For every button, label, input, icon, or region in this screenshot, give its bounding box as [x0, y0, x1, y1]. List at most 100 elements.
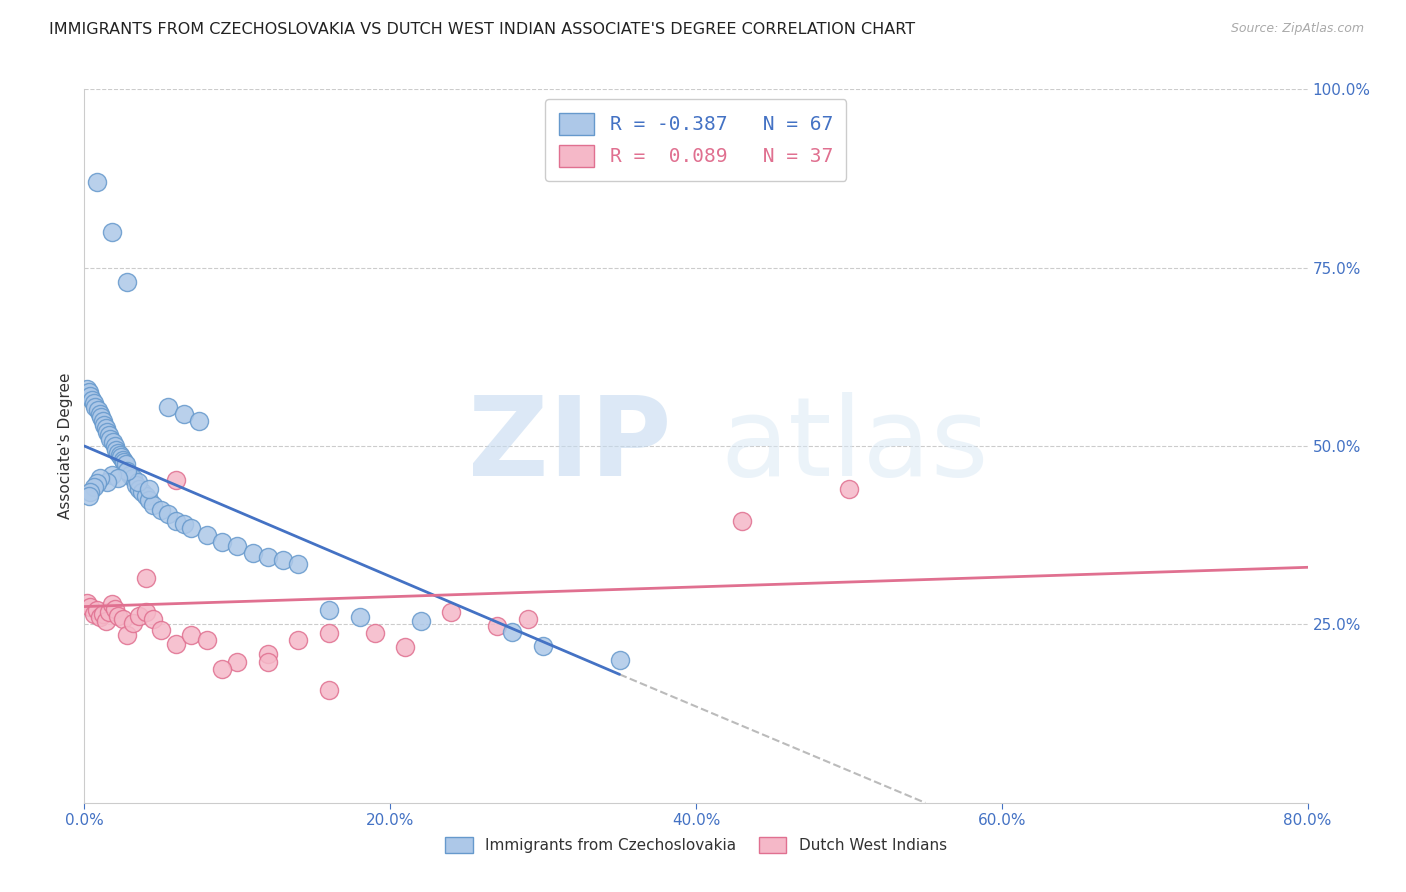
Point — [114, 457, 136, 471]
Point — [86, 175, 108, 189]
Point — [115, 275, 138, 289]
Point — [108, 448, 131, 462]
Point — [101, 598, 124, 612]
Point — [409, 614, 432, 628]
Point — [115, 464, 138, 478]
Point — [107, 608, 129, 623]
Point — [76, 596, 98, 610]
Point — [90, 410, 112, 425]
Point — [89, 471, 111, 485]
Point — [125, 478, 148, 492]
Point — [128, 482, 150, 496]
Point — [77, 489, 100, 503]
Point — [257, 648, 280, 662]
Point — [76, 382, 98, 396]
Point — [105, 442, 128, 457]
Point — [128, 608, 150, 623]
Point — [271, 553, 294, 567]
Point — [111, 453, 134, 467]
Point — [83, 480, 105, 494]
Point — [142, 498, 165, 512]
Point — [91, 607, 114, 621]
Point — [195, 633, 218, 648]
Point — [89, 407, 111, 421]
Point — [77, 385, 100, 400]
Legend: Immigrants from Czechoslovakia, Dutch West Indians: Immigrants from Czechoslovakia, Dutch We… — [439, 831, 953, 859]
Point — [86, 603, 108, 617]
Point — [180, 628, 202, 642]
Point — [257, 655, 280, 669]
Point — [87, 403, 110, 417]
Point — [120, 467, 142, 482]
Point — [103, 435, 125, 450]
Point — [135, 605, 157, 619]
Point — [731, 514, 754, 528]
Point — [138, 482, 160, 496]
Point — [838, 482, 860, 496]
Point — [83, 607, 105, 621]
Point — [149, 503, 172, 517]
Point — [516, 612, 538, 626]
Point — [101, 467, 124, 482]
Point — [226, 655, 249, 669]
Point — [86, 476, 108, 491]
Point — [101, 225, 124, 239]
Point — [94, 614, 117, 628]
Point — [364, 626, 387, 640]
Text: ZIP: ZIP — [468, 392, 672, 500]
Point — [318, 603, 340, 617]
Point — [165, 473, 187, 487]
Point — [111, 612, 134, 626]
Point — [157, 400, 180, 414]
Point — [79, 485, 101, 500]
Point — [257, 549, 280, 564]
Point — [94, 421, 117, 435]
Point — [127, 475, 149, 489]
Text: IMMIGRANTS FROM CZECHOSLOVAKIA VS DUTCH WEST INDIAN ASSOCIATE'S DEGREE CORRELATI: IMMIGRANTS FROM CZECHOSLOVAKIA VS DUTCH … — [49, 22, 915, 37]
Point — [165, 514, 187, 528]
Point — [107, 446, 129, 460]
Point — [318, 683, 340, 698]
Point — [149, 623, 172, 637]
Point — [131, 485, 153, 500]
Point — [287, 557, 309, 571]
Point — [242, 546, 264, 560]
Point — [135, 489, 157, 503]
Point — [157, 507, 180, 521]
Point — [79, 389, 101, 403]
Point — [91, 414, 114, 428]
Point — [115, 628, 138, 642]
Point — [112, 455, 135, 469]
Point — [486, 619, 509, 633]
Point — [104, 601, 127, 615]
Point — [173, 517, 195, 532]
Point — [104, 439, 127, 453]
Point — [180, 521, 202, 535]
Y-axis label: Associate's Degree: Associate's Degree — [58, 373, 73, 519]
Point — [122, 471, 145, 485]
Text: atlas: atlas — [720, 392, 988, 500]
Text: Source: ZipAtlas.com: Source: ZipAtlas.com — [1230, 22, 1364, 36]
Point — [211, 535, 233, 549]
Point — [110, 450, 132, 464]
Point — [89, 610, 111, 624]
Point — [138, 492, 160, 507]
Point — [135, 571, 157, 585]
Point — [97, 605, 120, 619]
Point — [211, 662, 233, 676]
Point — [80, 392, 103, 407]
Point — [609, 653, 631, 667]
Point — [287, 633, 309, 648]
Point — [394, 640, 416, 655]
Point — [96, 475, 118, 489]
Point — [107, 471, 129, 485]
Point — [142, 612, 165, 626]
Point — [165, 637, 187, 651]
Point — [122, 615, 145, 630]
Point — [84, 400, 107, 414]
Point — [440, 605, 463, 619]
Point — [79, 599, 101, 614]
Point — [97, 428, 120, 442]
Point — [318, 626, 340, 640]
Point — [98, 432, 121, 446]
